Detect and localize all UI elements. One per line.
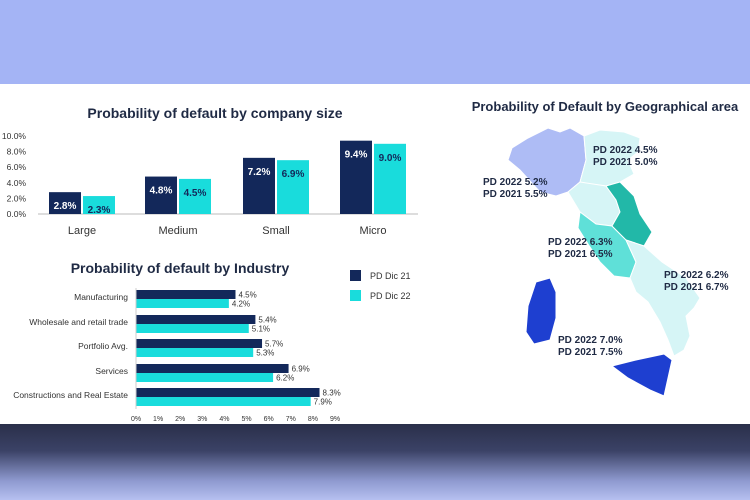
hbar-value-label: 4.2% bbox=[232, 300, 250, 309]
bar-value-label: 9.0% bbox=[379, 153, 402, 164]
hbar-dic21 bbox=[136, 364, 289, 373]
industry-category-label: Wholesale and retail trade bbox=[29, 317, 128, 327]
industry-category-label: Constructions and Real Estate bbox=[13, 390, 128, 400]
map-islands-pd2022: PD 2022 7.0% bbox=[558, 335, 623, 346]
bar-value-label: 2.3% bbox=[88, 205, 111, 216]
y-tick-label: 4.0% bbox=[7, 178, 27, 188]
legend-label-dic22: PD Dic 22 bbox=[370, 291, 411, 301]
hbar-dic22 bbox=[136, 373, 274, 382]
industry-category-label: Services bbox=[95, 366, 128, 376]
industry-categories: Manufacturing Wholesale and retail trade P… bbox=[13, 292, 128, 400]
bar-micro-dic21 bbox=[340, 140, 372, 214]
company-size-chart: Probability of default by company size 0… bbox=[2, 105, 418, 237]
bar-value-label: 6.9% bbox=[282, 169, 305, 180]
map-center-pd2022: PD 2022 6.3% bbox=[548, 237, 613, 248]
company-size-bars: 2.8% 2.3% 4.8% 4.5% 7.2% 6.9% 9.4% 9.0% bbox=[49, 140, 406, 216]
bar-value-label: 4.5% bbox=[184, 188, 207, 199]
company-size-x-labels: Large Medium Small Micro bbox=[68, 225, 387, 237]
industry-category-label: Manufacturing bbox=[74, 292, 128, 302]
region-sicily bbox=[610, 353, 673, 397]
map-islands-pd2021: PD 2021 7.5% bbox=[558, 347, 623, 358]
x-tick-label: 7% bbox=[286, 416, 296, 423]
top-band bbox=[0, 0, 750, 84]
hbar-value-label: 8.3% bbox=[323, 389, 341, 398]
x-tick-label: 4% bbox=[219, 416, 229, 423]
map-nw-pd2022: PD 2022 5.2% bbox=[483, 177, 548, 188]
bar-value-label: 9.4% bbox=[345, 150, 368, 161]
industry-x-ticks: 0% 1% 2% 3% 4% 5% 6% 7% 8% 9% bbox=[131, 416, 340, 423]
x-tick-label: 2% bbox=[175, 416, 185, 423]
hbar-dic21 bbox=[136, 388, 320, 397]
hbar-dic21 bbox=[136, 315, 256, 324]
x-category-label: Small bbox=[262, 225, 290, 237]
industry-legend: PD Dic 21 PD Dic 22 bbox=[350, 270, 411, 301]
x-category-label: Medium bbox=[158, 225, 197, 237]
legend-swatch-dic22 bbox=[350, 290, 361, 301]
bar-large-dic22 bbox=[83, 196, 115, 214]
x-tick-label: 3% bbox=[197, 416, 207, 423]
hbar-value-label: 5.7% bbox=[265, 340, 283, 349]
industry-chart: Probability of default by Industry Manuf… bbox=[13, 260, 410, 423]
hbar-dic22 bbox=[136, 397, 311, 406]
x-tick-label: 5% bbox=[241, 416, 251, 423]
legend-label-dic21: PD Dic 21 bbox=[370, 271, 411, 281]
bar-medium-dic21 bbox=[145, 176, 177, 214]
bar-micro-dic22 bbox=[374, 143, 406, 214]
map-south-pd2022: PD 2022 6.2% bbox=[664, 270, 729, 281]
y-tick-label: 8.0% bbox=[7, 147, 27, 157]
x-tick-label: 8% bbox=[308, 416, 318, 423]
industry-title: Probability of default by Industry bbox=[71, 260, 290, 276]
map-title: Probability of Default by Geographical a… bbox=[472, 99, 739, 114]
bar-medium-dic22 bbox=[179, 178, 211, 214]
x-category-label: Large bbox=[68, 225, 96, 237]
hbar-dic21 bbox=[136, 339, 263, 348]
hbar-value-label: 5.3% bbox=[256, 349, 274, 358]
region-south bbox=[625, 239, 701, 357]
industry-bars: 4.5%4.2% 5.4%5.1% 5.7%5.3% 6.9%6.2% 8.3%7.9% bbox=[136, 290, 341, 407]
hbar-value-label: 5.1% bbox=[252, 325, 270, 334]
hbar-value-label: 6.9% bbox=[292, 365, 310, 374]
company-size-y-ticks: 0.0% 2.0% 4.0% 6.0% 8.0% 10.0% bbox=[2, 131, 27, 219]
x-tick-label: 0% bbox=[131, 416, 141, 423]
industry-category-label: Portfolio Avg. bbox=[78, 341, 128, 351]
map-nw-pd2021: PD 2021 5.5% bbox=[483, 189, 548, 200]
hbar-value-label: 7.9% bbox=[314, 398, 332, 407]
hbar-dic22 bbox=[136, 348, 254, 357]
hbar-value-label: 6.2% bbox=[276, 374, 294, 383]
bar-value-label: 2.8% bbox=[54, 201, 77, 212]
map-ne-pd2022: PD 2022 4.5% bbox=[593, 145, 658, 156]
region-sardinia bbox=[525, 277, 557, 345]
bottom-band bbox=[0, 424, 750, 500]
hbar-dic21 bbox=[136, 290, 236, 299]
y-tick-label: 0.0% bbox=[7, 209, 27, 219]
bar-small-dic22 bbox=[277, 160, 309, 214]
hbar-dic22 bbox=[136, 299, 229, 308]
x-tick-label: 6% bbox=[264, 416, 274, 423]
bar-small-dic21 bbox=[243, 157, 275, 214]
italy-map: Probability of Default by Geographical a… bbox=[472, 99, 739, 397]
hbar-value-label: 5.4% bbox=[258, 316, 276, 325]
map-ne-pd2021: PD 2021 5.0% bbox=[593, 157, 658, 168]
x-tick-label: 9% bbox=[330, 416, 340, 423]
bar-value-label: 7.2% bbox=[248, 167, 271, 178]
x-category-label: Micro bbox=[360, 225, 387, 237]
map-south-pd2021: PD 2021 6.7% bbox=[664, 282, 729, 293]
map-center-pd2021: PD 2021 6.5% bbox=[548, 249, 613, 260]
bar-large-dic21 bbox=[49, 192, 81, 214]
legend-swatch-dic21 bbox=[350, 270, 361, 281]
y-tick-label: 6.0% bbox=[7, 162, 27, 172]
y-tick-label: 2.0% bbox=[7, 193, 27, 203]
company-size-title: Probability of default by company size bbox=[87, 105, 342, 121]
hbar-value-label: 4.5% bbox=[239, 291, 257, 300]
y-tick-label: 10.0% bbox=[2, 131, 27, 141]
bar-value-label: 4.8% bbox=[150, 186, 173, 197]
x-tick-label: 1% bbox=[153, 416, 163, 423]
hbar-dic22 bbox=[136, 324, 249, 333]
